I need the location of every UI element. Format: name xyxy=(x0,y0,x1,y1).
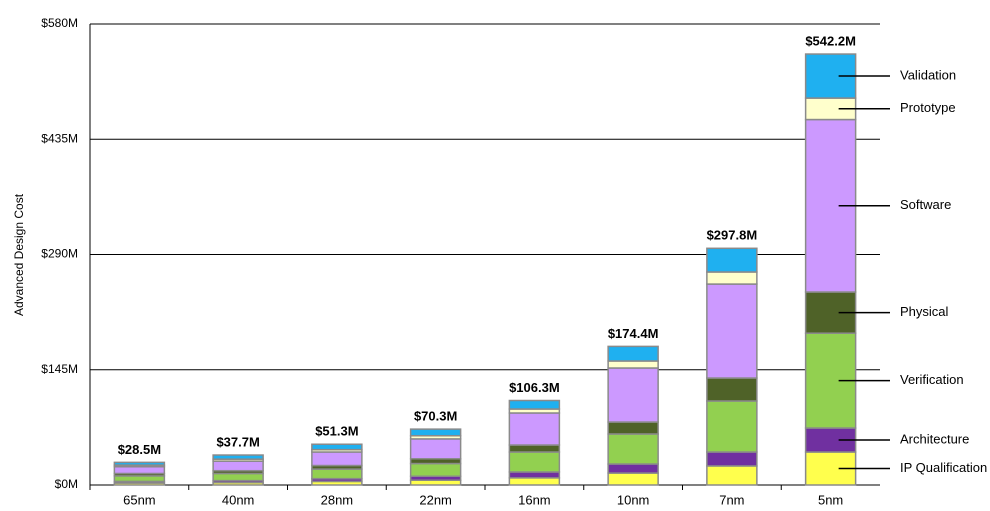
bar-segment xyxy=(706,451,758,467)
total-label: $28.5M xyxy=(118,442,161,457)
bar-segment xyxy=(508,451,561,473)
total-label: $542.2M xyxy=(805,33,856,48)
bar-segment xyxy=(607,463,659,474)
legend-label: Verification xyxy=(900,372,964,387)
bar-segment xyxy=(212,460,264,472)
bar-segment xyxy=(706,271,758,285)
total-label: $174.4M xyxy=(608,326,659,341)
bar-segment xyxy=(508,471,561,479)
total-label: $37.7M xyxy=(216,434,259,449)
bar-segment xyxy=(113,475,166,483)
bar-segment xyxy=(607,472,659,486)
y-tick-label: $0M xyxy=(55,477,78,491)
legend-label: Architecture xyxy=(900,431,969,446)
bar-segment xyxy=(607,421,659,435)
x-tick-label: 28nm xyxy=(321,492,354,507)
bar-segment xyxy=(607,345,659,362)
bar-segment xyxy=(607,367,659,423)
y-tick-label: $145M xyxy=(41,362,78,376)
total-label: $51.3M xyxy=(315,424,358,439)
bar-segment xyxy=(311,451,363,467)
y-tick-label: $290M xyxy=(41,247,78,261)
legend-label: IP Qualification xyxy=(900,460,987,475)
x-tick-label: 40nm xyxy=(222,492,255,507)
bar-segment xyxy=(212,454,264,460)
y-axis-label: Advanced Design Cost xyxy=(12,193,26,316)
bar-segment xyxy=(607,360,659,369)
bar-segment xyxy=(508,399,561,410)
y-tick-label: $435M xyxy=(41,131,78,145)
bar-segment xyxy=(706,247,758,273)
bar-segment xyxy=(706,377,758,402)
total-label: $106.3M xyxy=(509,380,560,395)
bar-segment xyxy=(113,465,166,475)
bar-segment xyxy=(311,468,363,480)
bar-segment xyxy=(113,461,166,466)
bar-segment xyxy=(409,428,462,437)
bar-segment xyxy=(607,433,659,465)
total-label: $297.8M xyxy=(707,228,758,243)
bar-segment xyxy=(706,400,758,453)
legend-label: Validation xyxy=(900,67,956,82)
total-label: $70.3M xyxy=(414,409,457,424)
bar-segment xyxy=(706,465,758,486)
x-tick-label: 5nm xyxy=(818,492,843,507)
x-tick-label: 22nm xyxy=(419,492,452,507)
bar-segment xyxy=(508,477,561,486)
bar-segment xyxy=(212,472,264,482)
bar-segment xyxy=(706,283,758,379)
x-tick-label: 10nm xyxy=(617,492,650,507)
x-tick-label: 7nm xyxy=(719,492,744,507)
bar-segment xyxy=(508,412,561,446)
y-tick-label: $580M xyxy=(41,16,78,30)
bar-segment xyxy=(508,444,561,453)
legend-label: Software xyxy=(900,197,951,212)
x-tick-label: 16nm xyxy=(518,492,551,507)
legend-label: Physical xyxy=(900,304,949,319)
bar-segment xyxy=(409,462,462,478)
bar-segment xyxy=(311,443,363,451)
legend-label: Prototype xyxy=(900,100,956,115)
x-tick-label: 65nm xyxy=(123,492,156,507)
bar-segment xyxy=(409,438,462,460)
